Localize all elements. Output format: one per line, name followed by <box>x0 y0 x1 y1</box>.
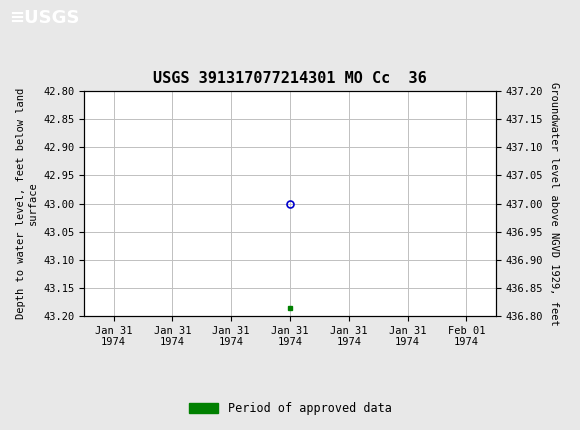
Legend: Period of approved data: Period of approved data <box>184 397 396 420</box>
Y-axis label: Groundwater level above NGVD 1929, feet: Groundwater level above NGVD 1929, feet <box>549 82 559 326</box>
Title: USGS 391317077214301 MO Cc  36: USGS 391317077214301 MO Cc 36 <box>153 71 427 86</box>
Text: ≡USGS: ≡USGS <box>9 9 79 27</box>
Y-axis label: Depth to water level, feet below land
surface: Depth to water level, feet below land su… <box>16 88 38 319</box>
